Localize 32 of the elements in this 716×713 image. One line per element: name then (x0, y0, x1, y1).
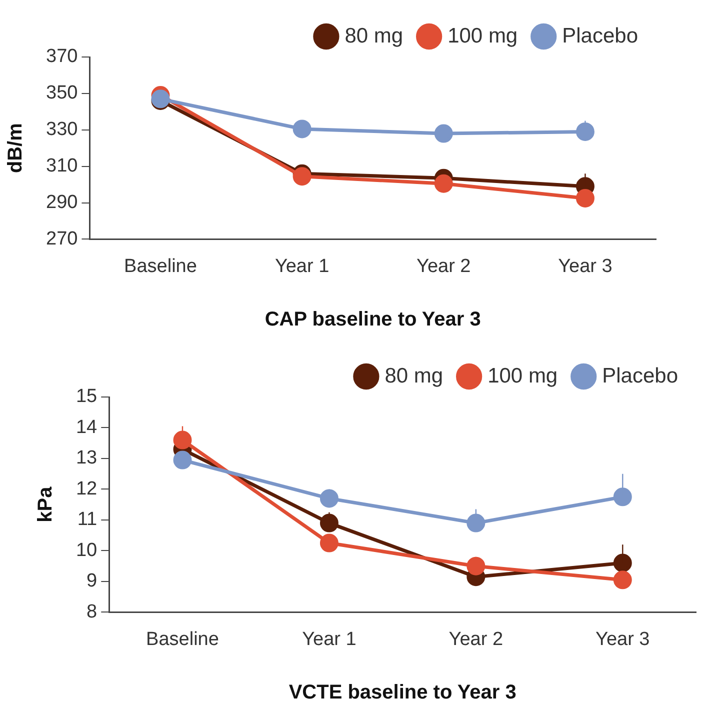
y-tick-label: 290 (46, 192, 78, 213)
legend-label: Placebo (562, 24, 638, 48)
x-tick-label: Year 3 (596, 628, 650, 650)
y-tick-label: 370 (46, 46, 78, 68)
y-tick-label: 13 (76, 448, 98, 469)
x-tick-label: Baseline (146, 628, 219, 650)
legend-label: 80 mg (344, 24, 404, 48)
y-tick-label: 10 (76, 540, 98, 561)
legend-label: 100 mg (488, 364, 558, 388)
legend-label: 80 mg (384, 364, 444, 388)
y-axis-title: dB/m (4, 123, 27, 174)
y-tick-label: 14 (76, 416, 98, 438)
x-tick-label: Year 2 (448, 628, 504, 650)
x-axis-title: VCTE baseline to Year 3 (288, 682, 516, 704)
y-tick-label: 350 (46, 82, 78, 104)
legend-label: 100 mg (448, 24, 518, 48)
y-axis-title: kPa (34, 486, 57, 522)
y-tick-label: 310 (46, 156, 78, 177)
x-tick-label: Year 1 (302, 628, 356, 650)
x-tick-label: Year 3 (558, 256, 612, 277)
x-tick-label: Year 2 (416, 256, 471, 277)
y-tick-label: 11 (77, 509, 98, 530)
y-tick-label: 15 (76, 386, 98, 408)
legend-label: Placebo (602, 364, 678, 388)
y-tick-label: 270 (46, 228, 78, 250)
y-tick-label: 9 (86, 570, 98, 592)
y-tick-label: 330 (46, 119, 78, 140)
y-tick-label: 8 (86, 601, 98, 622)
x-axis-title: CAP baseline to Year 3 (264, 308, 481, 331)
x-tick-label: Baseline (124, 256, 197, 277)
x-tick-label: Year 1 (274, 256, 330, 277)
y-tick-label: 12 (76, 478, 98, 500)
